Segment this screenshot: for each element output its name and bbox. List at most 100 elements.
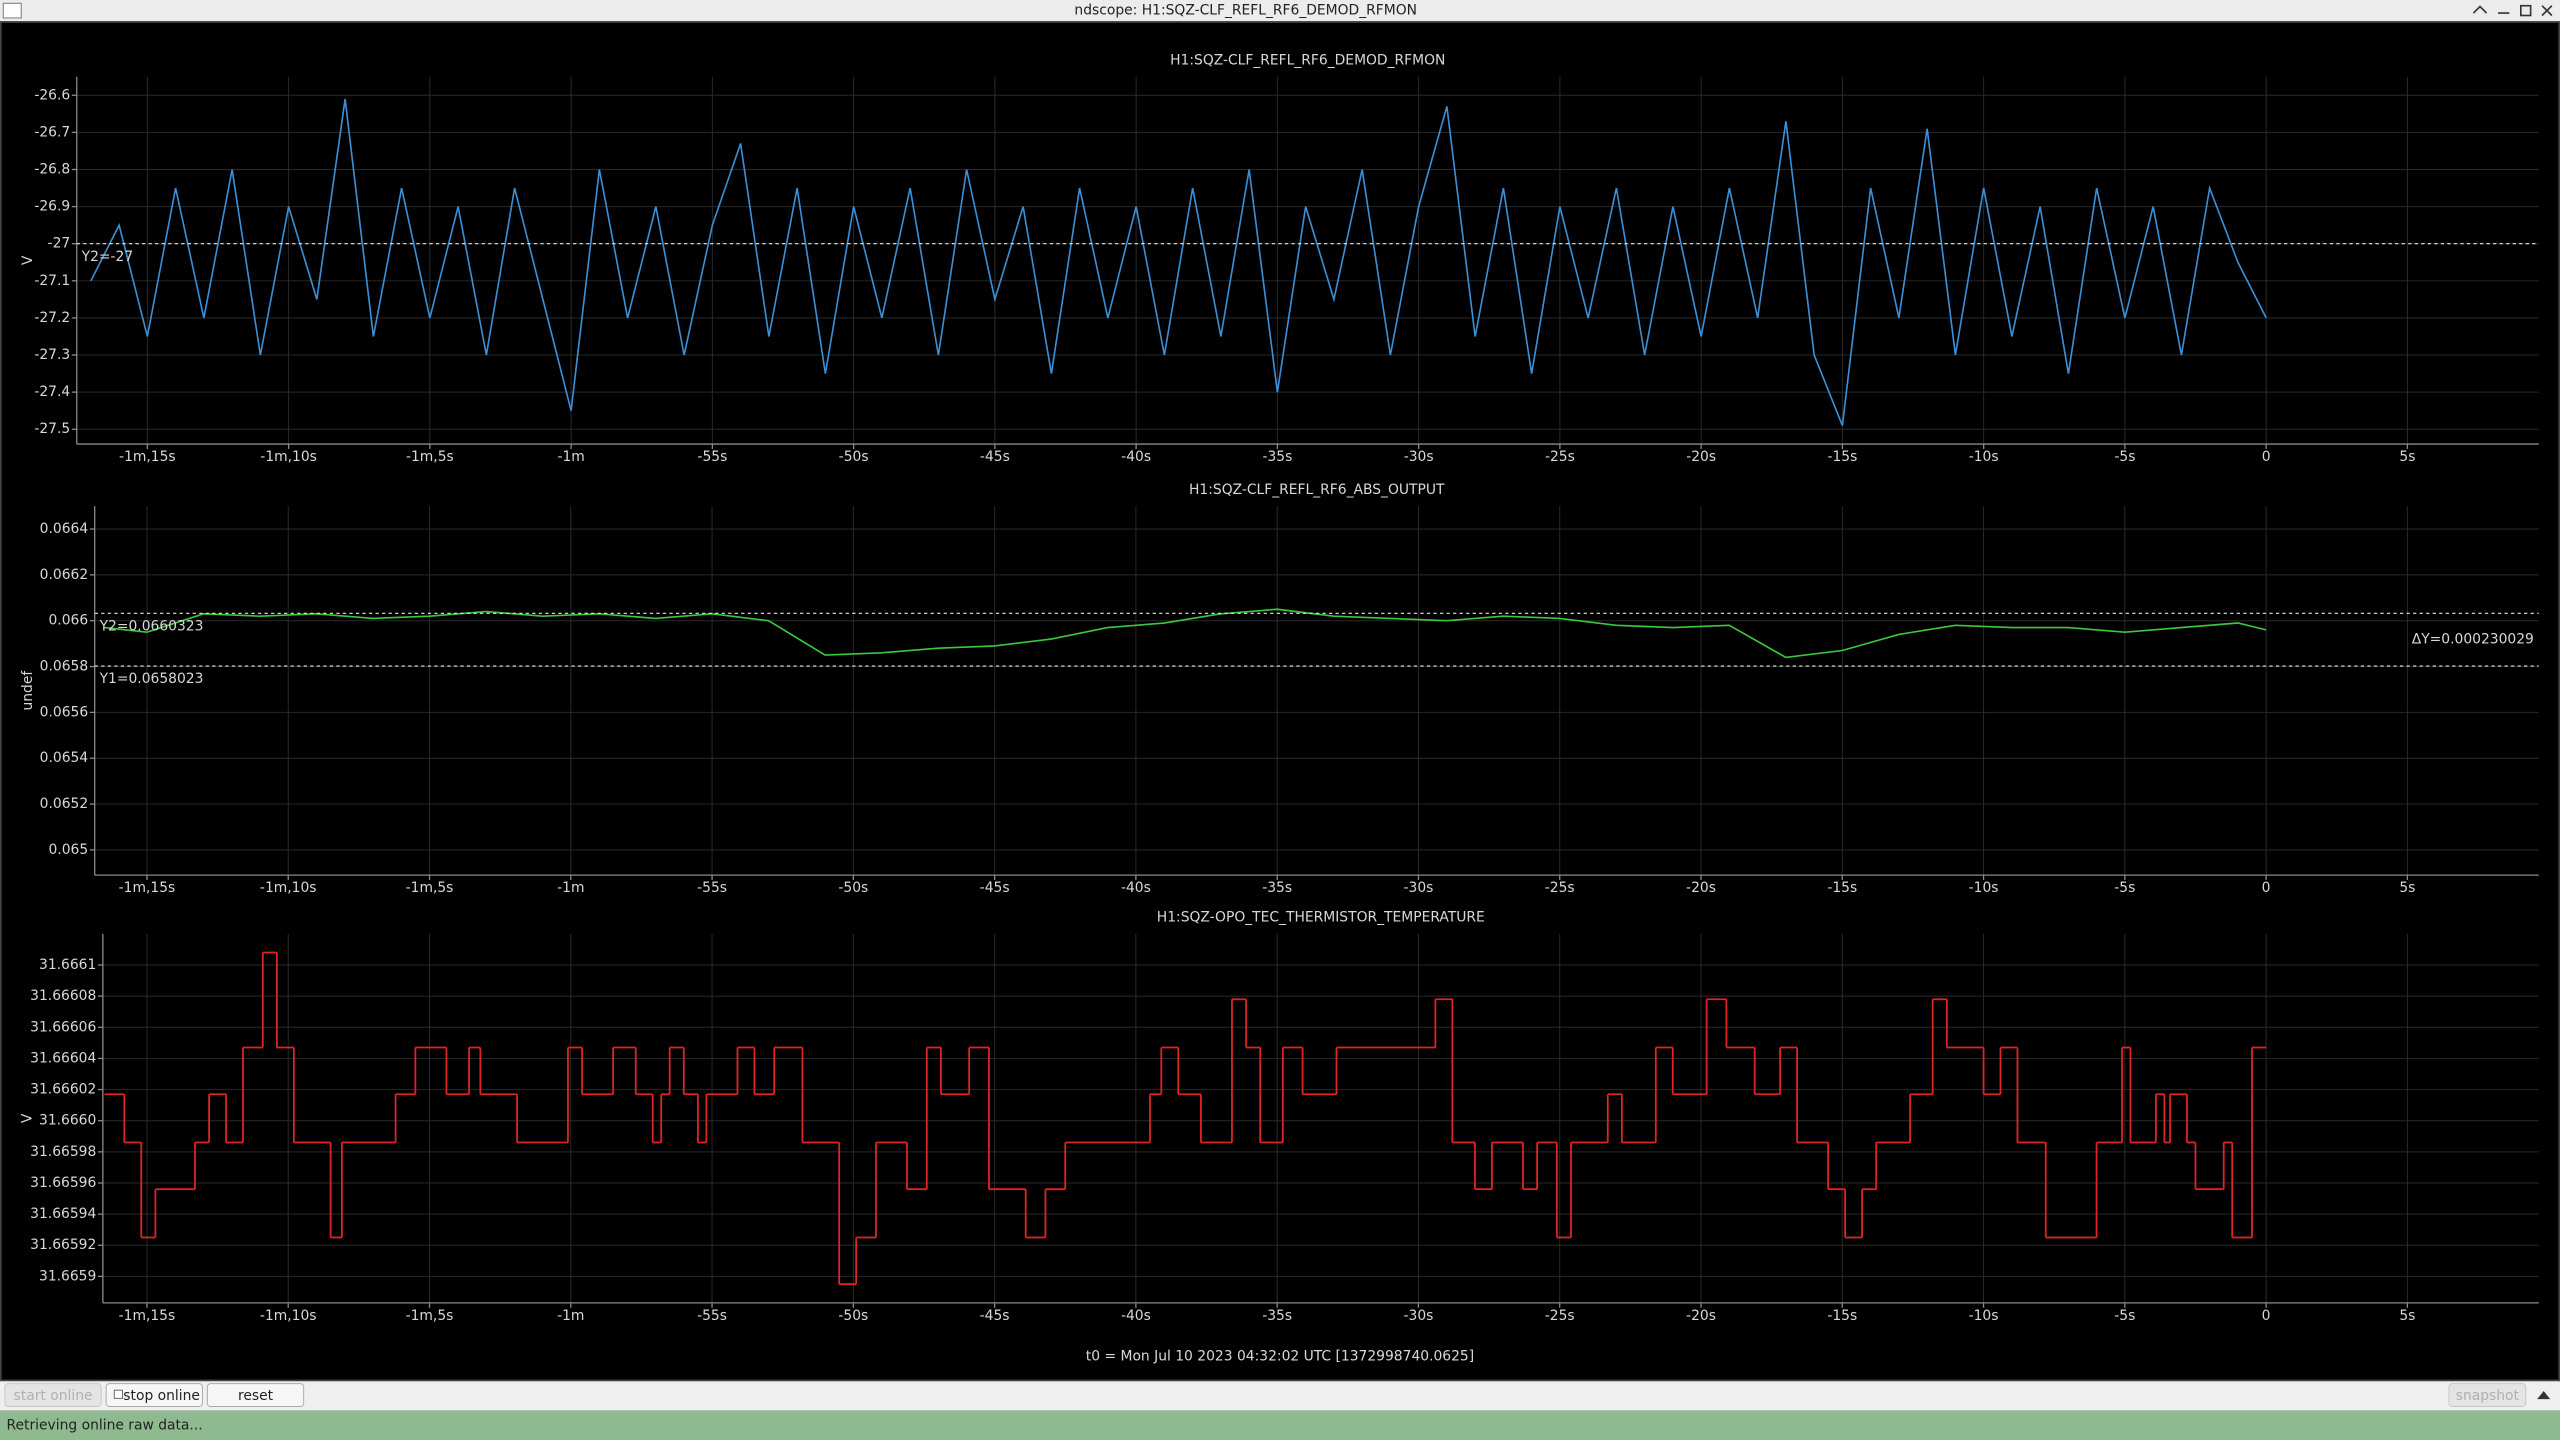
- x-tick-label: -1m: [557, 449, 584, 465]
- x-tick-label: -15s: [1827, 1308, 1857, 1324]
- y-tick-label: 31.6661: [39, 957, 96, 973]
- y-tick-label: 31.6660: [39, 1113, 96, 1129]
- x-tick-label: -35s: [1262, 1308, 1292, 1324]
- snapshot-button[interactable]: [2448, 1383, 2527, 1408]
- x-tick-label: -25s: [1545, 880, 1575, 896]
- y-tick-label: -26.8: [34, 161, 70, 177]
- x-tick-label: -35s: [1262, 449, 1292, 465]
- y-tick-label: -27.1: [34, 273, 70, 289]
- stop-online-checkbox[interactable]: [113, 1389, 123, 1399]
- x-tick-label: -30s: [1404, 449, 1434, 465]
- x-tick-label: -15s: [1827, 880, 1857, 896]
- title-bar-background: [0, 0, 2560, 22]
- x-tick-label: -40s: [1121, 1308, 1151, 1324]
- x-tick-label: 5s: [2399, 880, 2415, 896]
- y-tick-label: 0.0658: [40, 659, 89, 675]
- y-tick-label: -27.5: [34, 421, 70, 437]
- start-online-button[interactable]: [4, 1383, 102, 1408]
- x-tick-label: -30s: [1404, 1308, 1434, 1324]
- x-tick-label: -25s: [1545, 1308, 1575, 1324]
- y-tick-label: 0.0662: [40, 567, 89, 583]
- maximize-button[interactable]: [2520, 4, 2532, 17]
- y-tick-label: 31.66608: [30, 988, 96, 1004]
- title-bar: ndscope: H1:SQZ-CLF_REFL_RF6_DEMOD_RFMON: [0, 0, 2560, 22]
- plot-title: H1:SQZ-CLF_REFL_RF6_ABS_OUTPUT: [1189, 482, 1445, 498]
- reset-label: reset: [238, 1388, 274, 1404]
- x-tick-label: -50s: [838, 1308, 868, 1324]
- x-tick-label: -1m,5s: [406, 449, 454, 465]
- x-tick-label: -10s: [1969, 1308, 1999, 1324]
- y-cursor-label: Y2=0.0660323: [99, 618, 204, 634]
- y-tick-label: 31.66594: [30, 1206, 96, 1222]
- y-tick-label: 31.66598: [30, 1144, 96, 1160]
- y-axis-label: V: [20, 255, 36, 265]
- x-tick-label: -55s: [697, 449, 727, 465]
- control-bar-background: [0, 1381, 2560, 1411]
- y-axis-label: undef: [20, 670, 36, 711]
- app-icon: [2, 2, 22, 19]
- y-tick-label: 0.0652: [40, 796, 89, 812]
- x-tick-label: -45s: [980, 880, 1010, 896]
- y-axis-label: V: [20, 1113, 36, 1123]
- x-tick-label: -1m,10s: [260, 880, 317, 896]
- y-tick-label: -27.4: [34, 384, 70, 400]
- x-tick-label: 0: [2262, 449, 2271, 465]
- status-bar: Retrieving online raw data...: [0, 1410, 2560, 1440]
- y-tick-label: 31.66596: [30, 1175, 96, 1191]
- x-tick-label: -10s: [1969, 880, 1999, 896]
- x-tick-label: -1m,15s: [119, 449, 176, 465]
- x-tick-label: -1m,10s: [260, 449, 317, 465]
- x-tick-label: -50s: [839, 449, 869, 465]
- x-tick-label: -1m,5s: [406, 1308, 454, 1324]
- x-tick-label: -45s: [980, 449, 1010, 465]
- y-tick-label: 0.0664: [40, 521, 89, 537]
- expand-button[interactable]: [2537, 1391, 2551, 1400]
- status-bar-background: [0, 1410, 2560, 1440]
- x-tick-label: -45s: [980, 1308, 1010, 1324]
- y-tick-label: -27: [48, 236, 71, 252]
- x-tick-label: -1m,15s: [119, 880, 176, 896]
- x-tick-label: 5s: [2399, 1308, 2415, 1324]
- y-tick-label: 0.0654: [40, 750, 89, 766]
- x-tick-label: -15s: [1827, 449, 1857, 465]
- plot-title: H1:SQZ-OPO_TEC_THERMISTOR_TEMPERATURE: [1157, 910, 1485, 926]
- y-tick-label: 31.66604: [30, 1050, 96, 1066]
- window-title: ndscope: H1:SQZ-CLF_REFL_RF6_DEMOD_RFMON: [1074, 3, 1417, 19]
- trace: [104, 608, 2267, 659]
- x-tick-label: -1m,15s: [119, 1308, 176, 1324]
- x-tick-label: -1m,10s: [260, 1308, 317, 1324]
- x-tick-label: -20s: [1686, 449, 1716, 465]
- reset-button[interactable]: [206, 1383, 305, 1408]
- start-online-label: start online: [14, 1388, 93, 1404]
- y-tick-label: 31.66602: [30, 1082, 96, 1098]
- y-tick-label: 31.6659: [39, 1268, 96, 1284]
- control-bar: start online stop online reset snapshot: [0, 1381, 2560, 1411]
- close-button[interactable]: [2541, 5, 2553, 17]
- y-tick-label: 0.0656: [40, 704, 89, 720]
- t0-label: t0 = Mon Jul 10 2023 04:32:02 UTC [13729…: [1086, 1349, 1474, 1365]
- x-tick-label: -55s: [697, 880, 727, 896]
- keep-above-button[interactable]: [2472, 5, 2488, 14]
- x-tick-label: 0: [2262, 880, 2271, 896]
- y-tick-label: 31.66592: [30, 1237, 96, 1253]
- y-tick-label: -26.7: [34, 124, 70, 140]
- trace: [90, 98, 2267, 426]
- x-tick-label: -40s: [1121, 880, 1151, 896]
- x-tick-label: -35s: [1262, 880, 1292, 896]
- x-tick-label: -40s: [1121, 449, 1151, 465]
- y-tick-label: 31.66606: [30, 1019, 96, 1035]
- y-tick-label: 0.065: [48, 842, 88, 858]
- x-tick-label: -5s: [2114, 880, 2135, 896]
- x-tick-label: -25s: [1545, 449, 1575, 465]
- x-tick-label: -20s: [1686, 1308, 1716, 1324]
- x-tick-label: -30s: [1404, 880, 1434, 896]
- x-tick-label: -10s: [1969, 449, 1999, 465]
- snapshot-label: snapshot: [2456, 1388, 2520, 1404]
- y-tick-label: -27.2: [34, 310, 70, 326]
- stop-online-button[interactable]: [105, 1383, 203, 1408]
- x-tick-label: -20s: [1686, 880, 1716, 896]
- stop-online-label: stop online: [123, 1388, 200, 1404]
- x-tick-label: -5s: [2114, 1308, 2135, 1324]
